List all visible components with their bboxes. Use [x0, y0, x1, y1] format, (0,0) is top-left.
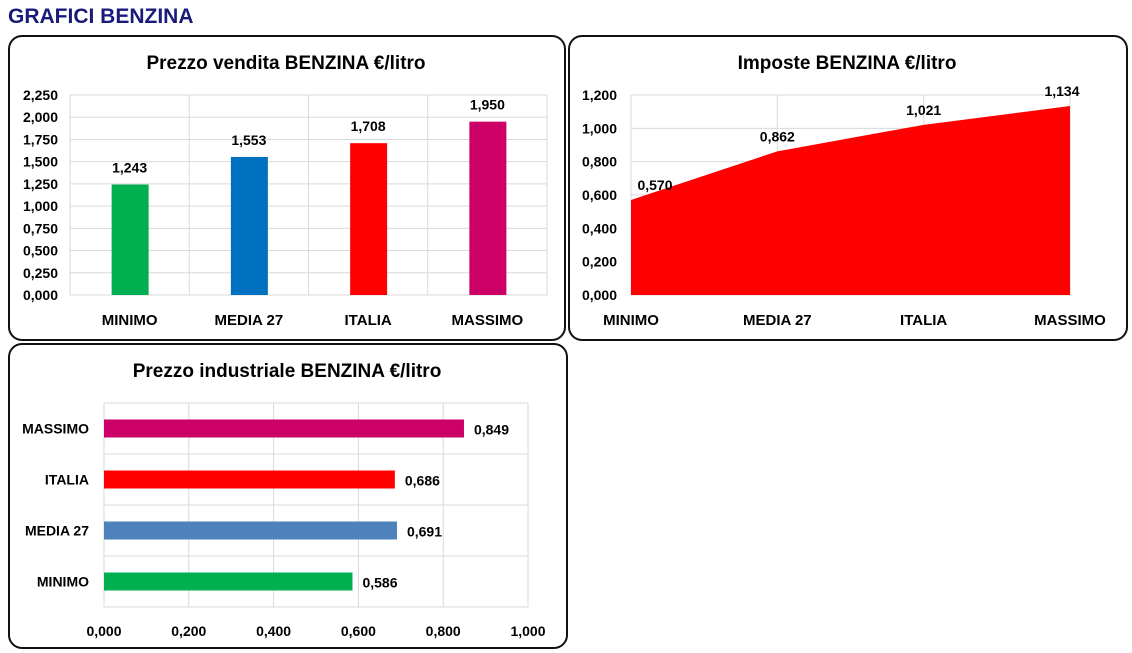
- x-tick-label: MASSIMO: [452, 312, 524, 329]
- area-series: [631, 106, 1070, 295]
- data-label: 0,586: [362, 575, 397, 591]
- chart-title: Prezzo vendita BENZINA €/litro: [146, 53, 425, 74]
- y-tick-label: 0,500: [23, 243, 58, 259]
- y-tick-label: MINIMO: [37, 574, 89, 590]
- data-label: 0,570: [637, 177, 672, 193]
- data-label: 0,849: [474, 422, 509, 438]
- data-label: 1,708: [351, 118, 386, 134]
- y-tick-label: MASSIMO: [22, 421, 89, 437]
- bar: [350, 143, 388, 295]
- y-tick-label: 1,000: [23, 198, 58, 214]
- page-title: GRAFICI BENZINA: [8, 5, 194, 28]
- y-tick-label: 0,000: [23, 287, 58, 303]
- x-tick-label: MEDIA 27: [743, 312, 812, 329]
- bar: [104, 470, 395, 489]
- y-tick-label: 0,000: [582, 287, 617, 303]
- y-tick-label: 1,750: [23, 131, 58, 147]
- x-tick-label: MINIMO: [102, 312, 158, 329]
- x-tick-label: ITALIA: [345, 312, 392, 329]
- chart-title: Prezzo industriale BENZINA €/litro: [133, 361, 442, 382]
- y-tick-label: 1,250: [23, 176, 58, 192]
- x-tick-label: 0,200: [171, 623, 206, 639]
- x-tick-label: 0,800: [426, 623, 461, 639]
- chart-box-prezzo-industriale: [8, 343, 568, 649]
- y-tick-label: 2,250: [23, 87, 58, 103]
- x-tick-label: 1,000: [510, 623, 545, 639]
- x-tick-label: 0,400: [256, 623, 291, 639]
- y-tick-label: 0,600: [582, 187, 617, 203]
- chart-title: Imposte BENZINA €/litro: [738, 53, 957, 74]
- bar: [104, 419, 464, 438]
- bar: [111, 184, 149, 295]
- data-label: 0,686: [405, 473, 440, 489]
- data-label: 1,553: [231, 132, 266, 148]
- x-tick-label: MASSIMO: [1034, 312, 1106, 329]
- y-tick-label: 1,200: [582, 87, 617, 103]
- data-label: 0,862: [760, 128, 795, 144]
- y-tick-label: 0,750: [23, 220, 58, 236]
- x-tick-label: MEDIA 27: [215, 312, 284, 329]
- y-tick-label: 0,250: [23, 265, 58, 281]
- y-tick-label: 1,000: [582, 120, 617, 136]
- data-label: 0,691: [407, 524, 442, 540]
- data-label: 1,950: [470, 97, 505, 113]
- x-tick-label: MINIMO: [603, 312, 659, 329]
- x-tick-label: 0,000: [86, 623, 121, 639]
- x-tick-label: 0,600: [341, 623, 376, 639]
- y-tick-label: 0,800: [582, 154, 617, 170]
- bar: [104, 521, 397, 540]
- y-tick-label: ITALIA: [45, 472, 89, 488]
- y-tick-label: 0,200: [582, 254, 617, 270]
- y-tick-label: 1,500: [23, 154, 58, 170]
- x-tick-label: ITALIA: [900, 312, 947, 329]
- y-tick-label: 0,400: [582, 220, 617, 236]
- y-tick-label: MEDIA 27: [25, 523, 89, 539]
- bar: [230, 156, 268, 295]
- bar: [469, 121, 507, 296]
- data-label: 1,021: [906, 102, 941, 118]
- data-label: 1,243: [112, 160, 147, 176]
- bar: [104, 572, 353, 591]
- y-tick-label: 2,000: [23, 109, 58, 125]
- data-label: 1,134: [1044, 83, 1079, 99]
